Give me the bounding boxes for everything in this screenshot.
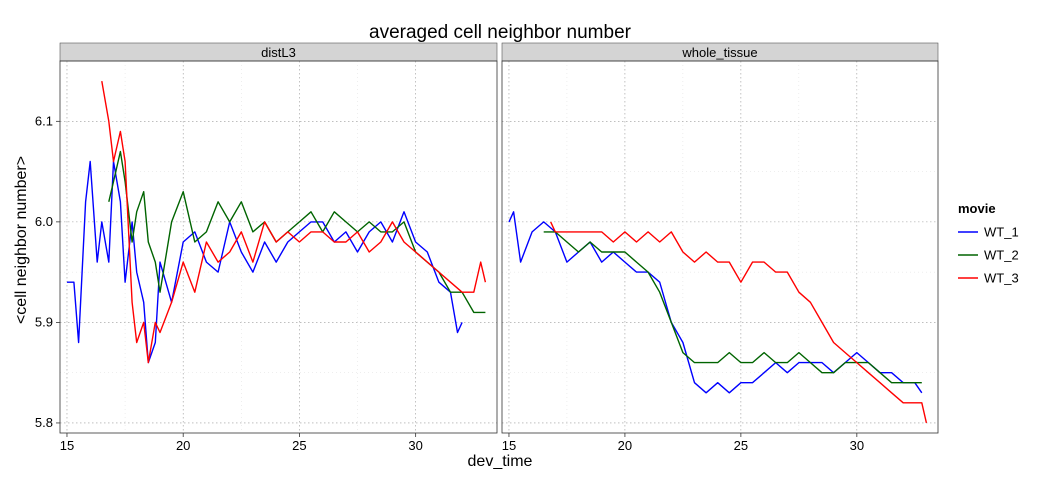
legend-title: movie xyxy=(958,201,996,216)
facet-strip-label: whole_tissue xyxy=(681,45,757,60)
series-line-WT_1 xyxy=(67,160,463,364)
legend-label: WT_1 xyxy=(984,225,1019,240)
x-axis-title: dev_time xyxy=(468,453,533,470)
x-tick-label: 15 xyxy=(60,438,74,453)
panel-border xyxy=(501,60,939,434)
panel-border xyxy=(59,60,498,434)
x-tick-label: 15 xyxy=(502,438,516,453)
y-tick-label: 6.0 xyxy=(35,214,53,229)
facet-panels: distL3 15 20 25 30 5.8 5.9 6.0 6.1 whole_tissue 15… xyxy=(35,42,939,453)
series-line-WT_3 xyxy=(101,80,487,364)
series-line-WT_3 xyxy=(550,221,928,424)
legend-label: WT_2 xyxy=(984,248,1019,263)
y-tick-label: 6.1 xyxy=(35,113,53,128)
x-tick-label: 25 xyxy=(292,438,306,453)
facet-panel-whole_tissue: whole_tissue 15 20 25 30 xyxy=(501,42,939,453)
series-line-WT_2 xyxy=(543,231,922,384)
legend: movie WT_1 WT_2 WT_3 xyxy=(958,201,1019,286)
y-axis-title: <cell neighbor number> xyxy=(13,156,30,324)
facet-panel-distL3: distL3 15 20 25 30 5.8 5.9 6.0 6.1 xyxy=(35,42,498,453)
series-line-WT_1 xyxy=(508,211,923,394)
chart-title: averaged cell neighbor number xyxy=(369,22,632,43)
y-tick-label: 5.9 xyxy=(35,314,53,329)
x-tick-label: 20 xyxy=(618,438,632,453)
x-tick-label: 25 xyxy=(734,438,748,453)
legend-item-WT_1: WT_1 xyxy=(958,225,1019,240)
x-tick-label: 30 xyxy=(850,438,864,453)
legend-label: WT_3 xyxy=(984,271,1019,286)
x-tick-label: 20 xyxy=(176,438,190,453)
legend-item-WT_2: WT_2 xyxy=(958,248,1019,263)
facet-strip-label: distL3 xyxy=(261,45,296,60)
legend-items: WT_1 WT_2 WT_3 xyxy=(958,225,1019,286)
x-tick-label: 30 xyxy=(408,438,422,453)
legend-item-WT_3: WT_3 xyxy=(958,271,1019,286)
y-tick-label: 5.8 xyxy=(35,415,53,430)
